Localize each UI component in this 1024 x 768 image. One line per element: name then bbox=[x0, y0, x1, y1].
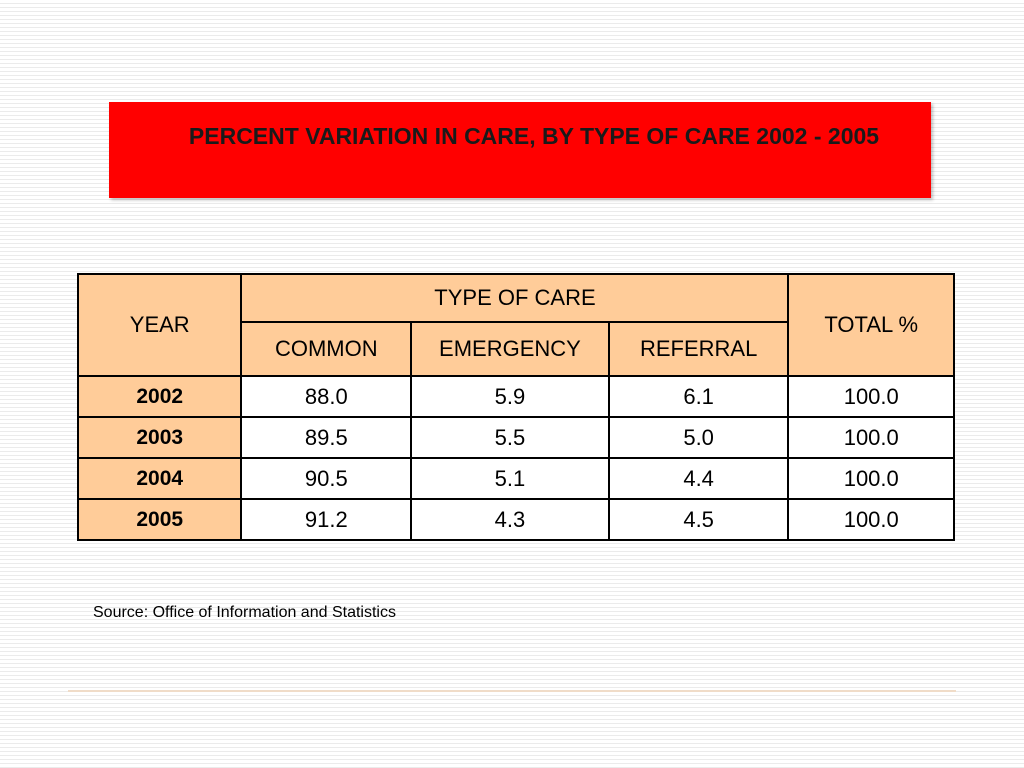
year-cell: 2005 bbox=[76, 498, 243, 541]
year-cell: 2003 bbox=[76, 416, 243, 459]
table-row: 2005 91.2 4.3 4.5 100.0 bbox=[76, 498, 955, 541]
header-row-sub: COMMON EMERGENCY REFERRAL bbox=[78, 321, 954, 377]
referral-cell: 4.5 bbox=[607, 498, 790, 541]
care-table: YEAR TYPE OF CARE TOTAL % COMMON EMERGEN… bbox=[76, 273, 955, 541]
referral-cell: 6.1 bbox=[607, 375, 790, 418]
table-row: 2004 90.5 5.1 4.4 100.0 bbox=[76, 457, 955, 500]
total-cell: 100.0 bbox=[787, 375, 955, 418]
common-cell: 88.0 bbox=[240, 375, 413, 418]
source-note: Source: Office of Information and Statis… bbox=[93, 604, 396, 621]
common-cell: 90.5 bbox=[240, 457, 413, 500]
total-cell: 100.0 bbox=[787, 498, 955, 541]
emergency-cell: 5.1 bbox=[410, 457, 610, 500]
total-cell: 100.0 bbox=[787, 416, 955, 459]
footer-divider bbox=[68, 690, 956, 692]
table-row: 2002 88.0 5.9 6.1 100.0 bbox=[76, 375, 955, 418]
slide-title: PERCENT VARIATION IN CARE, BY TYPE OF CA… bbox=[188, 123, 880, 149]
type-of-care-header: TYPE OF CARE bbox=[240, 273, 790, 323]
common-cell: 89.5 bbox=[240, 416, 413, 459]
total-cell: 100.0 bbox=[787, 457, 955, 500]
referral-header: REFERRAL bbox=[607, 321, 790, 377]
emergency-cell: 5.9 bbox=[410, 375, 610, 418]
table-row: 2003 89.5 5.5 5.0 100.0 bbox=[76, 416, 955, 459]
referral-cell: 5.0 bbox=[607, 416, 790, 459]
common-cell: 91.2 bbox=[240, 498, 413, 541]
total-header: TOTAL % bbox=[787, 273, 955, 377]
header-row-top: YEAR TYPE OF CARE TOTAL % bbox=[76, 273, 955, 377]
year-cell: 2004 bbox=[76, 457, 243, 500]
emergency-cell: 4.3 bbox=[410, 498, 610, 541]
common-header: COMMON bbox=[240, 321, 413, 377]
year-cell: 2002 bbox=[76, 375, 243, 418]
emergency-header: EMERGENCY bbox=[410, 321, 610, 377]
referral-cell: 4.4 bbox=[607, 457, 790, 500]
emergency-cell: 5.5 bbox=[410, 416, 610, 459]
title-banner: PERCENT VARIATION IN CARE, BY TYPE OF CA… bbox=[109, 102, 931, 198]
year-header: YEAR bbox=[76, 273, 243, 377]
